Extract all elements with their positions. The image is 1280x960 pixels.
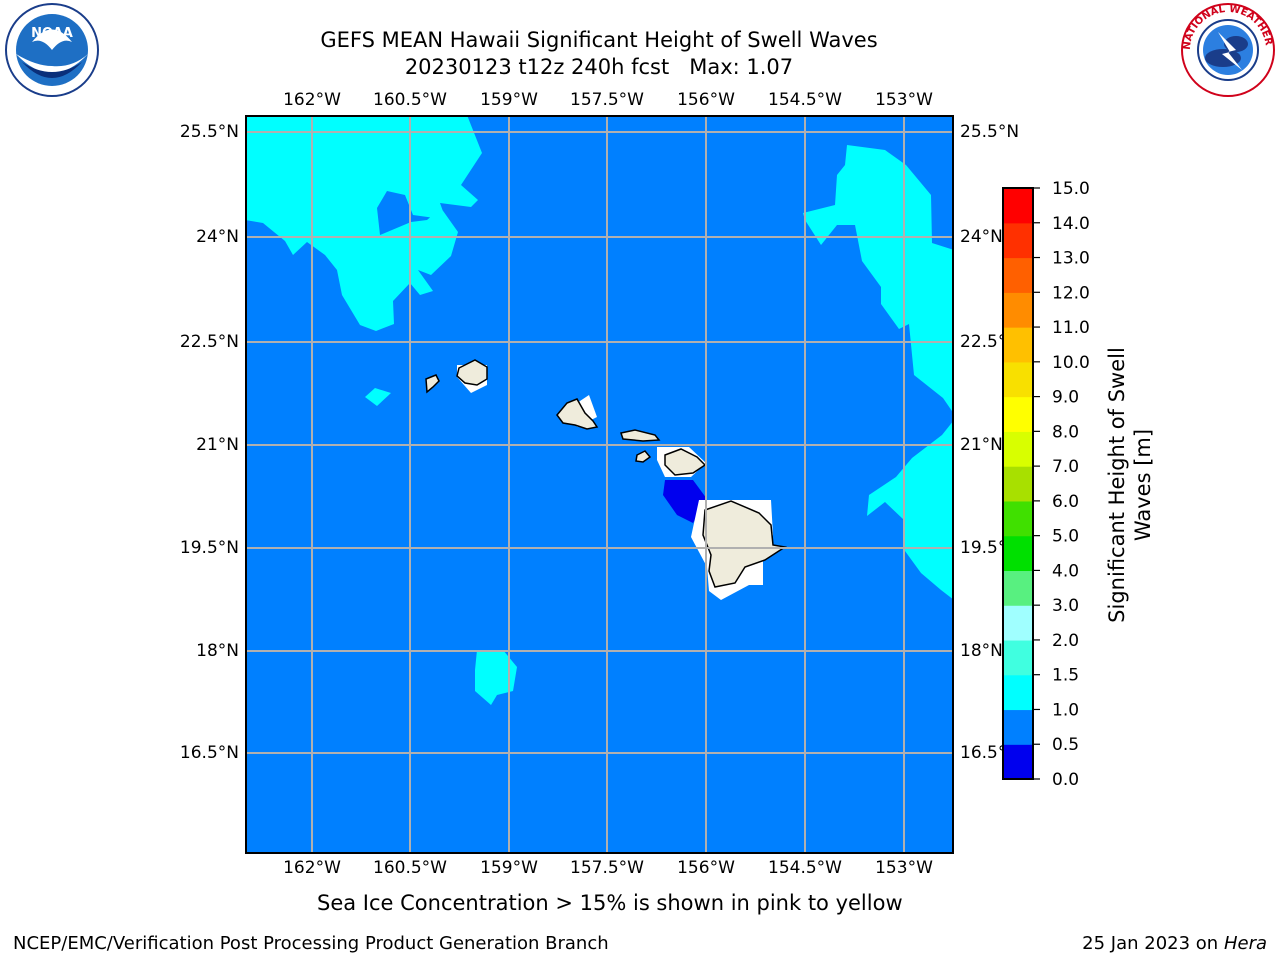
island-maui	[664, 448, 707, 476]
colorbar-swatch	[1003, 744, 1033, 780]
colorbar-swatch	[1003, 188, 1033, 224]
lon-label-bottom: 156°W	[677, 858, 735, 878]
map-title-line1: GEFS MEAN Hawaii Significant Height of S…	[320, 28, 878, 52]
colorbar-swatch	[1003, 535, 1033, 572]
lon-label-top: 153°W	[875, 90, 933, 110]
noaa-logo-text: NOAA	[31, 26, 73, 41]
colorbar-swatch	[1003, 605, 1033, 641]
islands	[425, 359, 788, 588]
colorbar-tick-label: 8.0	[1052, 422, 1079, 442]
lat-label-left: 24°N	[196, 227, 239, 247]
lon-label-bottom: 157.5°W	[570, 858, 644, 878]
colorbar-ticks: 0.0 0.5 1.0 1.5 2.0 3.0 4.0 5.0 6.0 7.0 8.0 9.0 10.0…	[1033, 180, 1090, 790]
island-kahoolawe-lanai	[635, 450, 652, 463]
colorbar-tick-label: 7.0	[1052, 457, 1079, 477]
colorbar-swatch	[1003, 327, 1033, 363]
colorbar-tick-label: 3.0	[1052, 596, 1079, 616]
colorbar-tick-label: 0.0	[1052, 770, 1079, 790]
colorbar-swatch	[1003, 709, 1033, 745]
colorbar-label: Significant Height of Swell Waves [m]	[1104, 325, 1156, 645]
lon-label-bottom: 154.5°W	[768, 858, 842, 878]
colorbar-swatch	[1003, 431, 1033, 467]
colorbar-tick-label: 11.0	[1052, 318, 1090, 338]
swell-patch-northeast	[803, 145, 954, 414]
swell-patch-northwest	[245, 115, 482, 331]
island-hawaii	[702, 500, 788, 588]
lon-label-top: 157.5°W	[570, 90, 644, 110]
lat-label-right: 25.5°N	[960, 122, 1020, 142]
colorbar-swatch	[1003, 500, 1033, 537]
colorbar-swatch	[1003, 466, 1033, 502]
lon-label-bottom: 159°W	[480, 858, 538, 878]
colorbar-tick-label: 14.0	[1052, 214, 1090, 234]
colorbar-tick-label: 0.5	[1052, 735, 1079, 755]
lon-label-top: 159°W	[480, 90, 538, 110]
swell-contours-1-1.5m	[245, 115, 954, 705]
colorbar-swatch	[1003, 570, 1033, 606]
noaa-logo: NOAA	[5, 3, 99, 97]
lon-label-bottom: 162°W	[283, 858, 341, 878]
footer-machine: Hera	[1223, 933, 1267, 954]
island-kauai	[456, 359, 488, 386]
colorbar-label-line1: Significant Height of Swell	[1105, 347, 1129, 623]
colorbar-tick-label: 1.0	[1052, 700, 1079, 720]
colorbar-swatch	[1003, 639, 1033, 676]
island-molokai	[620, 429, 661, 442]
colorbar-tick-label: 6.0	[1052, 492, 1079, 512]
swell-patch-small	[365, 388, 391, 406]
footer-date: 25 Jan 2023 on	[1082, 933, 1224, 954]
lon-label-bottom: 153°W	[875, 858, 933, 878]
colorbar-swatches	[1003, 188, 1033, 780]
colorbar-tick-label: 4.0	[1052, 561, 1079, 581]
lat-label-right: 21°N	[960, 435, 1003, 455]
lon-label-top: 160.5°W	[373, 90, 447, 110]
nws-logo: NATIONAL WEATHER SERVICE	[1178, 2, 1275, 97]
lon-label-top: 156°W	[677, 90, 735, 110]
lat-label-left: 22.5°N	[179, 332, 239, 352]
swell-contours-0-0.5m	[663, 480, 707, 523]
footer-left: NCEP/EMC/Verification Post Processing Pr…	[13, 933, 609, 954]
map-frame	[245, 115, 954, 854]
swell-patch-south	[475, 650, 517, 705]
colorbar-swatch	[1003, 396, 1033, 432]
lon-label-top: 162°W	[283, 90, 341, 110]
colorbar-swatch	[1003, 222, 1033, 259]
colorbar-frame	[1002, 187, 1034, 780]
colorbar-swatch	[1003, 361, 1033, 398]
island-niihau	[425, 374, 440, 394]
map-panel	[245, 115, 954, 854]
map-title-line2: 20230123 t12z 240h fcst Max: 1.07	[404, 55, 794, 79]
island-oahu	[556, 398, 599, 430]
colorbar-tick-label: 1.5	[1052, 666, 1079, 686]
lat-label-right: 18°N	[960, 641, 1003, 661]
lon-label-top: 154.5°W	[768, 90, 842, 110]
lat-label-left: 25.5°N	[179, 122, 239, 142]
lat-label-left: 19.5°N	[179, 538, 239, 558]
colorbar-tick-label: 15.0	[1052, 180, 1090, 199]
colorbar-swatch	[1003, 257, 1033, 293]
colorbar-tick-label: 2.0	[1052, 631, 1079, 651]
lon-label-bottom: 160.5°W	[373, 858, 447, 878]
lat-label-right: 24°N	[960, 227, 1003, 247]
colorbar-tick-label: 10.0	[1052, 353, 1090, 373]
colorbar-tick-label: 13.0	[1052, 249, 1090, 269]
colorbar-tick-label: 9.0	[1052, 388, 1079, 408]
sea-ice-note: Sea Ice Concentration > 15% is shown in …	[317, 891, 903, 915]
lat-label-left: 21°N	[196, 435, 239, 455]
colorbar-swatch	[1003, 292, 1033, 328]
colorbar-tick-label: 5.0	[1052, 527, 1079, 547]
colorbar-label-line2: Waves [m]	[1131, 428, 1155, 542]
lat-label-left: 18°N	[196, 641, 239, 661]
footer-right: 25 Jan 2023 on Hera	[1082, 933, 1267, 954]
colorbar: 0.0 0.5 1.0 1.5 2.0 3.0 4.0 5.0 6.0 7.0 8.0 9.0 10.0…	[1002, 180, 1090, 790]
colorbar-tick-label: 12.0	[1052, 283, 1090, 303]
graticule	[245, 115, 954, 854]
swell-patch-east	[867, 420, 954, 600]
colorbar-swatch	[1003, 674, 1033, 711]
lat-label-left: 16.5°N	[179, 743, 239, 763]
